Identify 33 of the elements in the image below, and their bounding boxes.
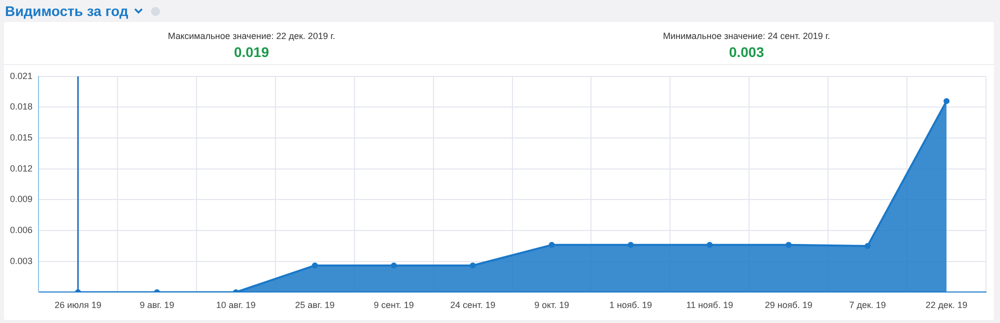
x-tick-label: 26 июля 19: [54, 300, 102, 310]
y-tick-label: 0.006: [10, 225, 33, 236]
x-tick-label: 9 сент. 19: [374, 300, 414, 310]
y-tick-label: 0.009: [10, 194, 33, 204]
y-tick-label: 0.003: [10, 256, 33, 266]
point: [864, 242, 871, 249]
text: Максимальное значение: 22 дек. 2019 г.: [166, 31, 336, 41]
x-tick-label: 29 нояб. 19: [764, 300, 812, 310]
point: [786, 242, 792, 248]
x-tick-label: 24 сент. 19: [450, 300, 496, 310]
point: [944, 98, 950, 104]
point: [628, 242, 634, 248]
y-tick-label: 0.018: [10, 102, 33, 112]
x-tick-label: 7 дек. 19: [849, 300, 886, 310]
y-tick-label: 0.021: [10, 70, 33, 81]
y-tick-label: 0.012: [10, 163, 33, 174]
x-tick-label: 9 авг. 19: [140, 300, 174, 310]
point: [706, 242, 713, 248]
x-tick-label: 9 окт. 19: [534, 300, 570, 310]
chart-title: Видимость за год: [5, 3, 128, 19]
y-tick-label: 0.015: [10, 132, 33, 143]
point: [312, 262, 318, 268]
text: Минимальное значение: 24 сент. 2019 г.: [662, 31, 832, 41]
text: 0.019: [232, 44, 270, 60]
point: [390, 262, 397, 268]
text: 0.003: [728, 44, 766, 60]
x-tick-label: 22 дек. 19: [926, 300, 968, 310]
x-tick-label: 25 авг. 19: [295, 300, 335, 310]
point: [470, 262, 476, 268]
point: [548, 242, 555, 248]
x-tick-label: 10 авг. 19: [216, 300, 256, 310]
x-tick-label: 11 нояб. 19: [686, 300, 734, 310]
x-tick-label: 1 нояб. 19: [609, 300, 652, 310]
